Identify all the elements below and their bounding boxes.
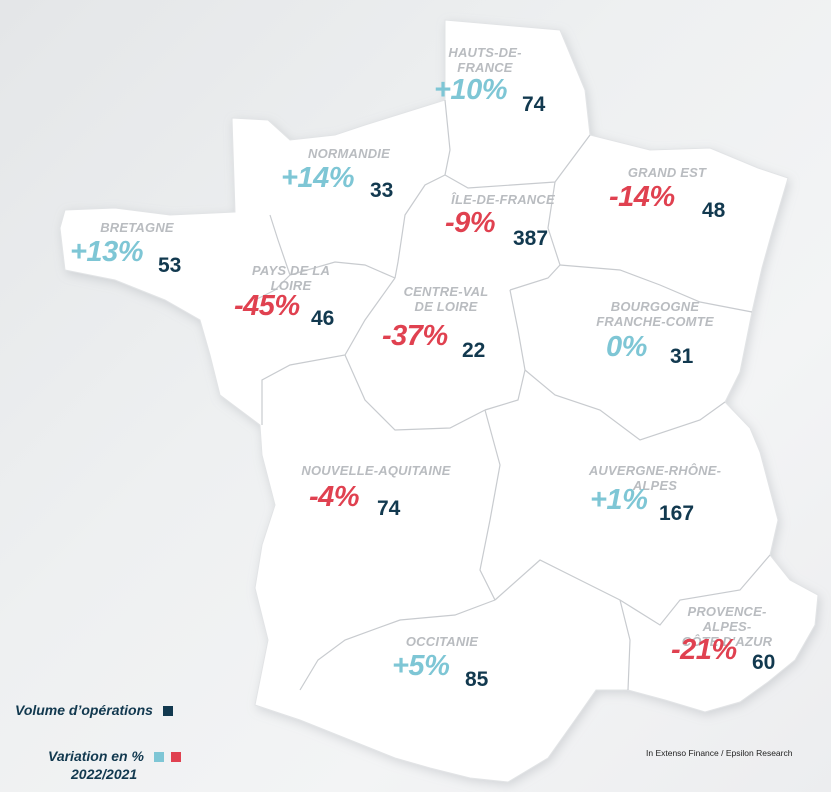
france-outline bbox=[59, 19, 819, 783]
region-volume-pays-de-la-loire: 46 bbox=[311, 307, 335, 330]
region-name-auvergne-rhone-alpes: AUVERGNE-RHÔNE-ALPES bbox=[588, 463, 722, 493]
legend-variation-period: 2022/2021 bbox=[71, 766, 138, 782]
region-volume-centre-val-de-loire: 22 bbox=[462, 339, 486, 362]
region-name-grand-est: GRAND EST bbox=[627, 165, 707, 180]
legend-negative-swatch bbox=[170, 752, 181, 763]
region-variation-occitanie: +5% bbox=[392, 650, 450, 682]
region-volume-paca: 60 bbox=[752, 651, 776, 674]
region-name-bretagne: BRETAGNE bbox=[100, 220, 174, 235]
region-variation-normandie: +14% bbox=[281, 162, 354, 194]
region-volume-normandie: 33 bbox=[370, 179, 394, 202]
region-variation-nouvelle-aquitaine: -4% bbox=[309, 481, 360, 513]
region-volume-grand-est: 48 bbox=[702, 199, 726, 222]
legend-volume-swatch bbox=[162, 706, 173, 717]
region-name-nouvelle-aquitaine: NOUVELLE-AQUITAINE bbox=[301, 463, 451, 478]
region-name-bourgogne-franche-comte: BOURGOGNE FRANCHE-COMTE bbox=[596, 299, 714, 329]
region-name-pays-de-la-loire: PAYS DE LA LOIRE bbox=[251, 263, 331, 293]
region-name-ile-de-france: ÎLE-DE-FRANCE bbox=[451, 192, 555, 207]
legend-volume: Volume d’opérations bbox=[15, 702, 173, 718]
region-name-centre-val-de-loire: CENTRE-VAL DE LOIRE bbox=[403, 284, 489, 314]
region-volume-auvergne-rhone-alpes: 167 bbox=[659, 502, 695, 525]
region-variation-centre-val-de-loire: -37% bbox=[382, 320, 448, 352]
region-volume-ile-de-france: 387 bbox=[513, 227, 549, 250]
region-name-hauts-de-france: HAUTS-DE- FRANCE bbox=[448, 45, 522, 75]
region-volume-nouvelle-aquitaine: 74 bbox=[377, 497, 401, 520]
region-volume-occitanie: 85 bbox=[465, 668, 489, 691]
region-variation-pays-de-la-loire: -45% bbox=[234, 290, 300, 322]
region-variation-grand-est: -14% bbox=[609, 181, 675, 213]
region-volume-bourgogne-franche-comte: 31 bbox=[670, 345, 694, 368]
legend-volume-label: Volume d’opérations bbox=[15, 702, 153, 718]
legend-positive-swatch bbox=[153, 752, 164, 763]
region-variation-bretagne: +13% bbox=[70, 236, 143, 268]
region-borders bbox=[254, 99, 771, 691]
region-volume-hauts-de-france: 74 bbox=[522, 93, 546, 116]
region-volume-bretagne: 53 bbox=[158, 254, 182, 277]
source-credit: In Extenso Finance / Epsilon Research bbox=[646, 748, 793, 758]
region-variation-auvergne-rhone-alpes: +1% bbox=[590, 484, 648, 516]
region-variation-ile-de-france: -9% bbox=[445, 207, 496, 239]
region-variation-paca: -21% bbox=[671, 634, 737, 666]
legend-variation-label: Variation en % bbox=[48, 748, 144, 764]
region-name-normandie: NORMANDIE bbox=[308, 146, 390, 161]
region-variation-hauts-de-france: +10% bbox=[434, 74, 507, 106]
legend-variation: Variation en % bbox=[48, 748, 181, 764]
region-name-paca: PROVENCE-ALPES- CÔTE D'AZUR bbox=[681, 604, 773, 649]
region-variation-bourgogne-franche-comte: 0% bbox=[606, 331, 647, 363]
region-name-occitanie: OCCITANIE bbox=[405, 634, 479, 649]
